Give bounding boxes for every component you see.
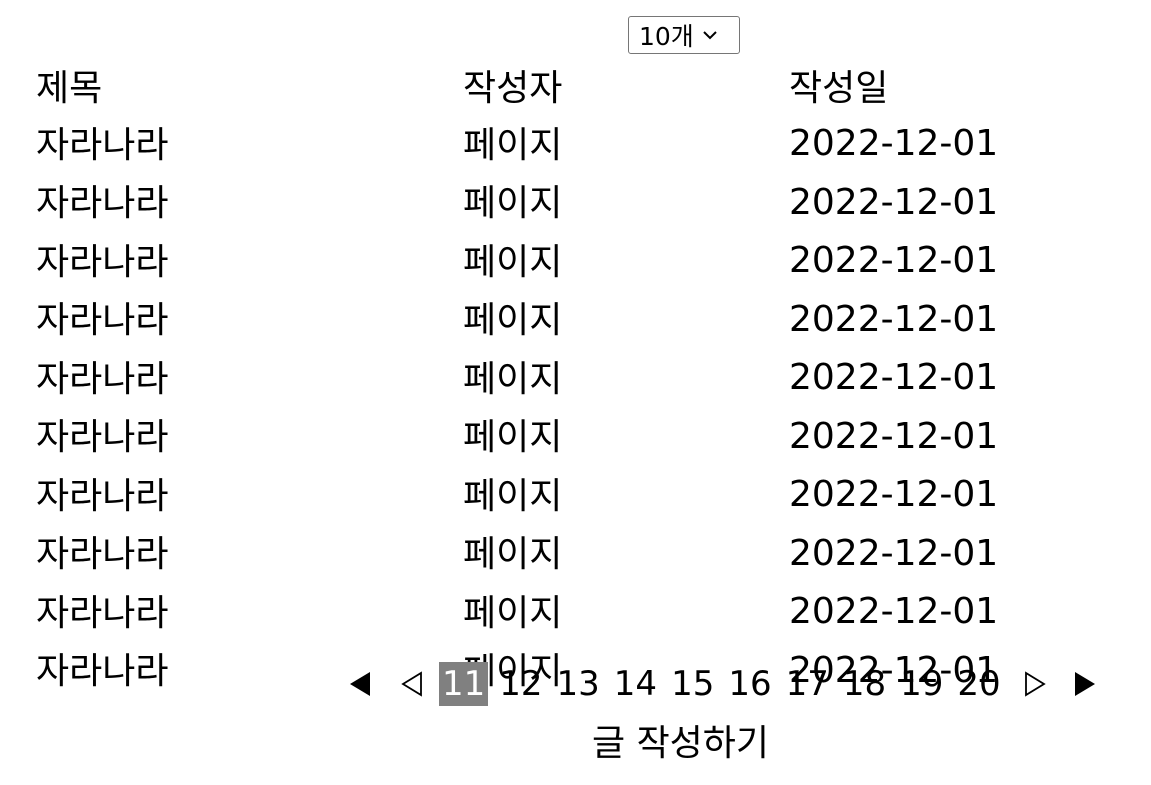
table-row[interactable]: 자라나라 페이지 2022-12-01 xyxy=(36,405,1089,464)
pagination: 11 12 13 14 15 16 17 18 19 20 xyxy=(345,662,1100,706)
post-author-cell: 페이지 xyxy=(463,475,563,517)
post-author-cell: 페이지 xyxy=(463,124,563,166)
page-number[interactable]: 19 xyxy=(900,664,944,704)
post-title-cell[interactable]: 자라나라 xyxy=(36,592,169,634)
post-date-cell: 2022-12-01 xyxy=(789,532,999,574)
table-row[interactable]: 자라나라 페이지 2022-12-01 xyxy=(36,464,1089,523)
post-date-cell: 2022-12-01 xyxy=(789,357,999,399)
table-header-row: 제목 작성자 작성일 xyxy=(36,58,1089,113)
post-title-cell[interactable]: 자라나라 xyxy=(36,651,169,693)
table-body: 자라나라 페이지 2022-12-01 자라나라 페이지 2022-12-01 자라나라 페이… xyxy=(36,113,1089,698)
post-title-cell[interactable]: 자라나라 xyxy=(36,124,169,166)
table-row[interactable]: 자라나라 페이지 2022-12-01 xyxy=(36,581,1089,640)
table-row[interactable]: 자라나라 페이지 2022-12-01 xyxy=(36,171,1089,230)
header-title: 제목 xyxy=(36,68,103,110)
post-author-cell: 페이지 xyxy=(463,358,563,400)
table-row[interactable]: 자라나라 페이지 2022-12-01 xyxy=(36,522,1089,581)
post-title-cell[interactable]: 자라나라 xyxy=(36,358,169,400)
table-row[interactable]: 자라나라 페이지 2022-12-01 xyxy=(36,288,1089,347)
page-number[interactable]: 14 xyxy=(613,664,658,704)
post-author-cell: 페이지 xyxy=(463,300,563,342)
page-number[interactable]: 18 xyxy=(842,664,887,704)
table-row[interactable]: 자라나라 페이지 2022-12-01 xyxy=(36,347,1089,406)
header-date: 작성일 xyxy=(789,68,889,110)
post-author-cell: 페이지 xyxy=(463,534,563,576)
last-page-icon[interactable] xyxy=(1070,662,1100,706)
post-author-cell: 페이지 xyxy=(463,417,563,459)
post-date-cell: 2022-12-01 xyxy=(789,240,999,282)
post-title-cell[interactable]: 자라나라 xyxy=(36,534,169,576)
page-number[interactable]: 20 xyxy=(957,664,1001,704)
page-size-value: 10개 xyxy=(639,22,694,51)
board-table: 제목 작성자 작성일 자라나라 페이지 2022-12-01 자라나라 페이지 2022-… xyxy=(36,58,1089,698)
page-number[interactable]: 13 xyxy=(556,664,600,704)
post-date-cell: 2022-12-01 xyxy=(789,298,999,340)
table-row[interactable]: 자라나라 페이지 2022-12-01 xyxy=(36,230,1089,289)
page-number[interactable]: 15 xyxy=(671,664,715,704)
post-date-cell: 2022-12-01 xyxy=(789,181,999,223)
post-date-cell: 2022-12-01 xyxy=(789,474,999,516)
post-title-cell[interactable]: 자라나라 xyxy=(36,300,169,342)
page-number[interactable]: 12 xyxy=(499,664,543,704)
post-title-cell[interactable]: 자라나라 xyxy=(36,241,169,283)
page-number-current[interactable]: 11 xyxy=(439,662,489,706)
post-author-cell: 페이지 xyxy=(463,241,563,283)
table-row[interactable]: 자라나라 페이지 2022-12-01 xyxy=(36,113,1089,172)
prev-page-icon[interactable] xyxy=(397,662,427,706)
post-author-cell: 페이지 xyxy=(463,183,563,225)
page-size-select[interactable]: 10개 xyxy=(628,16,740,54)
next-page-icon[interactable] xyxy=(1020,662,1050,706)
post-date-cell: 2022-12-01 xyxy=(789,415,999,457)
header-author: 작성자 xyxy=(463,68,563,110)
post-title-cell[interactable]: 자라나라 xyxy=(36,417,169,459)
chevron-down-icon xyxy=(702,30,718,40)
table-row[interactable]: 자라나라 페이지 2022-12-01 xyxy=(36,639,1089,698)
page-number-list: 11 12 13 14 15 16 17 18 19 20 xyxy=(439,662,1012,706)
post-title-cell[interactable]: 자라나라 xyxy=(36,475,169,517)
page-number[interactable]: 17 xyxy=(785,664,829,704)
post-title-cell[interactable]: 자라나라 xyxy=(36,183,169,225)
write-post-button[interactable]: 글 작성하기 xyxy=(592,714,769,766)
first-page-icon[interactable] xyxy=(345,662,375,706)
post-author-cell: 페이지 xyxy=(463,592,563,634)
post-date-cell: 2022-12-01 xyxy=(789,649,999,691)
post-date-cell: 2022-12-01 xyxy=(789,123,999,165)
post-date-cell: 2022-12-01 xyxy=(789,591,999,633)
page-number[interactable]: 16 xyxy=(728,664,772,704)
